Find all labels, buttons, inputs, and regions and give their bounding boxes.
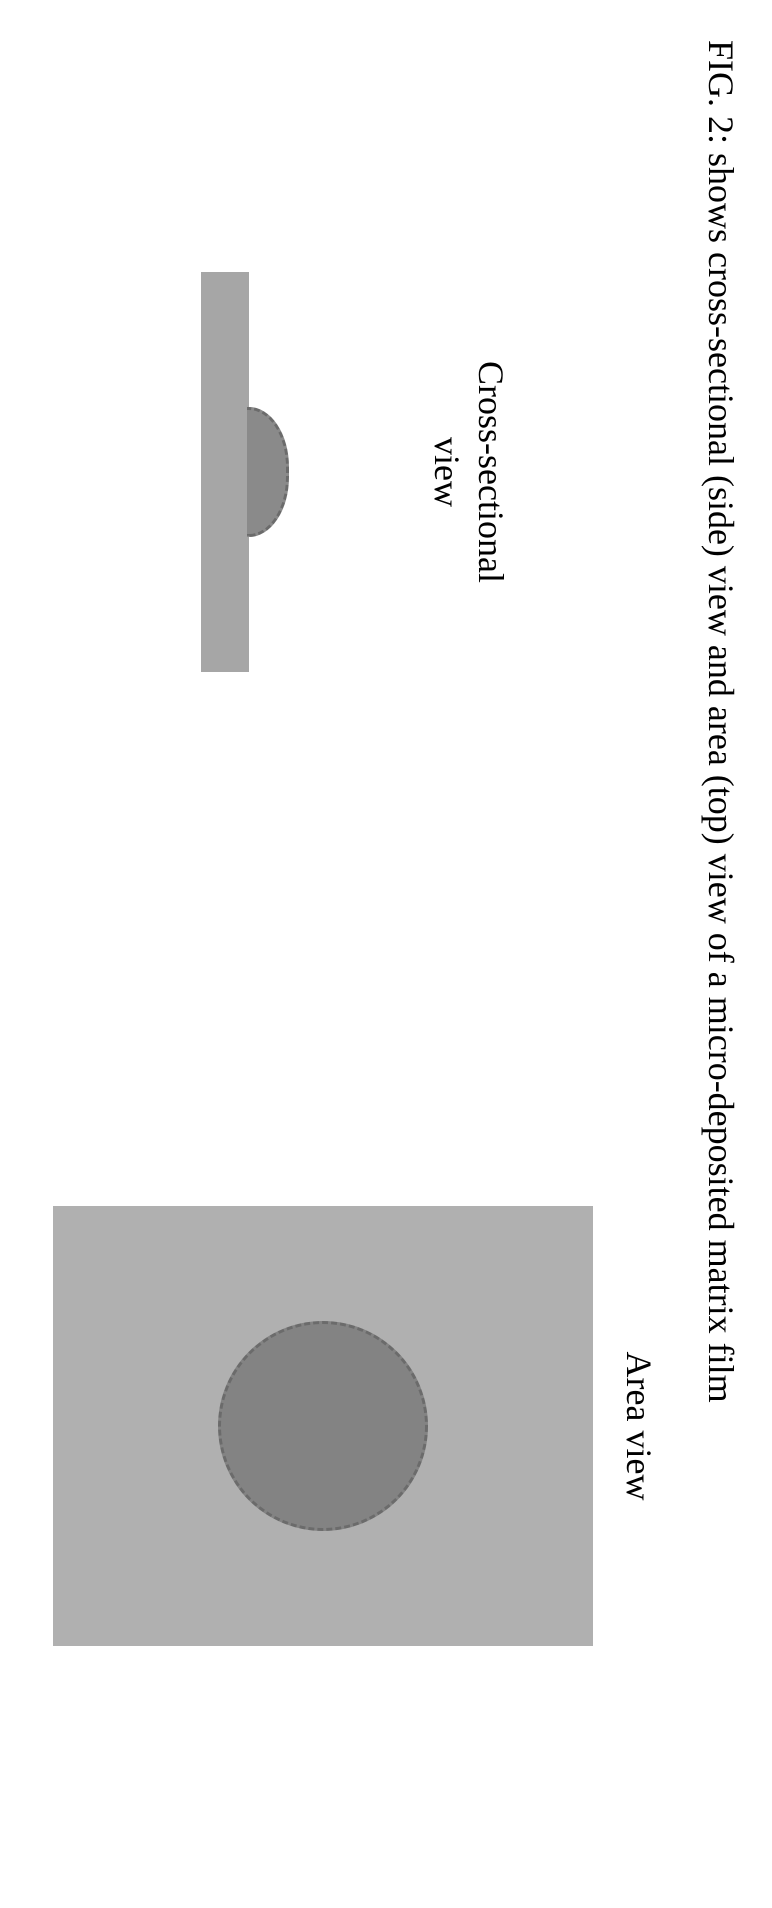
cross-sectional-panel: Cross-sectional view (201, 262, 511, 682)
figure-panels: Cross-sectional view Area view (0, 0, 660, 1908)
area-view-panel: Area view (53, 1206, 660, 1646)
area-view-substrate (53, 1206, 593, 1646)
cross-sectional-label: Cross-sectional view (425, 361, 511, 583)
area-view-deposit (218, 1321, 428, 1531)
cross-sectional-diagram (201, 262, 401, 682)
cross-sectional-label-line2: view (427, 437, 467, 507)
cross-sectional-label-line1: Cross-sectional (471, 361, 511, 583)
area-view-label: Area view (617, 1352, 660, 1501)
figure-rotated-wrapper: FIG. 2: shows cross-sectional (side) vie… (0, 0, 772, 1908)
cross-sectional-deposit (247, 407, 289, 537)
figure-caption: FIG. 2: shows cross-sectional (side) vie… (700, 40, 742, 1908)
cross-sectional-substrate (201, 272, 249, 672)
